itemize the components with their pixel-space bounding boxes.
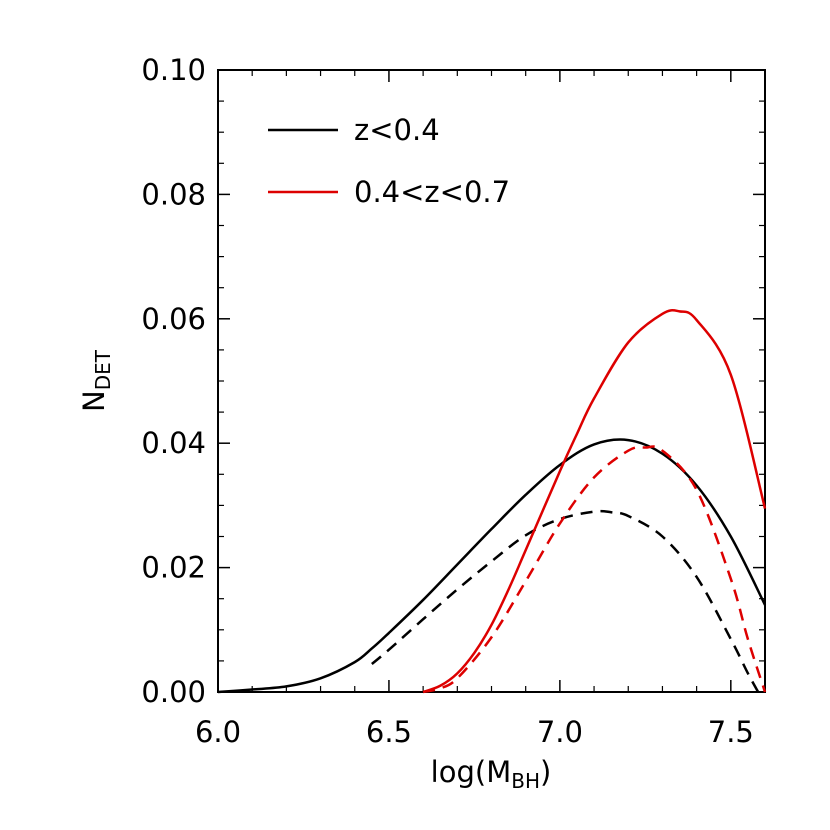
x-axis-label-main: log(M [431,755,512,789]
y-tick-label: 0.00 [141,675,206,709]
y-tick-label: 0.08 [141,177,206,211]
x-tick-label: 6.0 [195,715,241,749]
series-line-red-solid [422,308,767,694]
y-tick-label: 0.04 [141,426,206,460]
y-axis-label-main: N [77,390,111,412]
x-tick-label: 7.0 [537,715,583,749]
y-axis-label: NDET [77,349,115,412]
x-axis-label: log(MBH) [431,755,552,793]
y-tick-label: 0.10 [141,53,206,87]
series-line-red-dashed [422,445,767,694]
x-axis-label-sub: BH [511,769,540,793]
x-tick-label: 7.5 [708,715,754,749]
series-line-black-dashed [371,509,760,693]
series-layer [217,308,767,694]
plot-frame [217,69,766,693]
y-tick-label: 0.06 [141,302,206,336]
legend-label-0.4-lt-z-lt-0.7: 0.4<z<0.7 [354,175,510,209]
legend: z<0.4 0.4<z<0.7 [268,113,510,209]
ticks: 6.0 6.5 7.0 7.5 0.00 0.02 0.04 0.06 0.08 0.10 [141,53,765,749]
series-line-black-solid [217,438,767,694]
x-axis-label-close: ) [540,755,551,789]
y-axis-label-sub: DET [91,349,115,390]
legend-label-z-lt-0.4: z<0.4 [354,113,440,147]
y-tick-label: 0.02 [141,551,206,585]
x-tick-label: 6.5 [366,715,412,749]
